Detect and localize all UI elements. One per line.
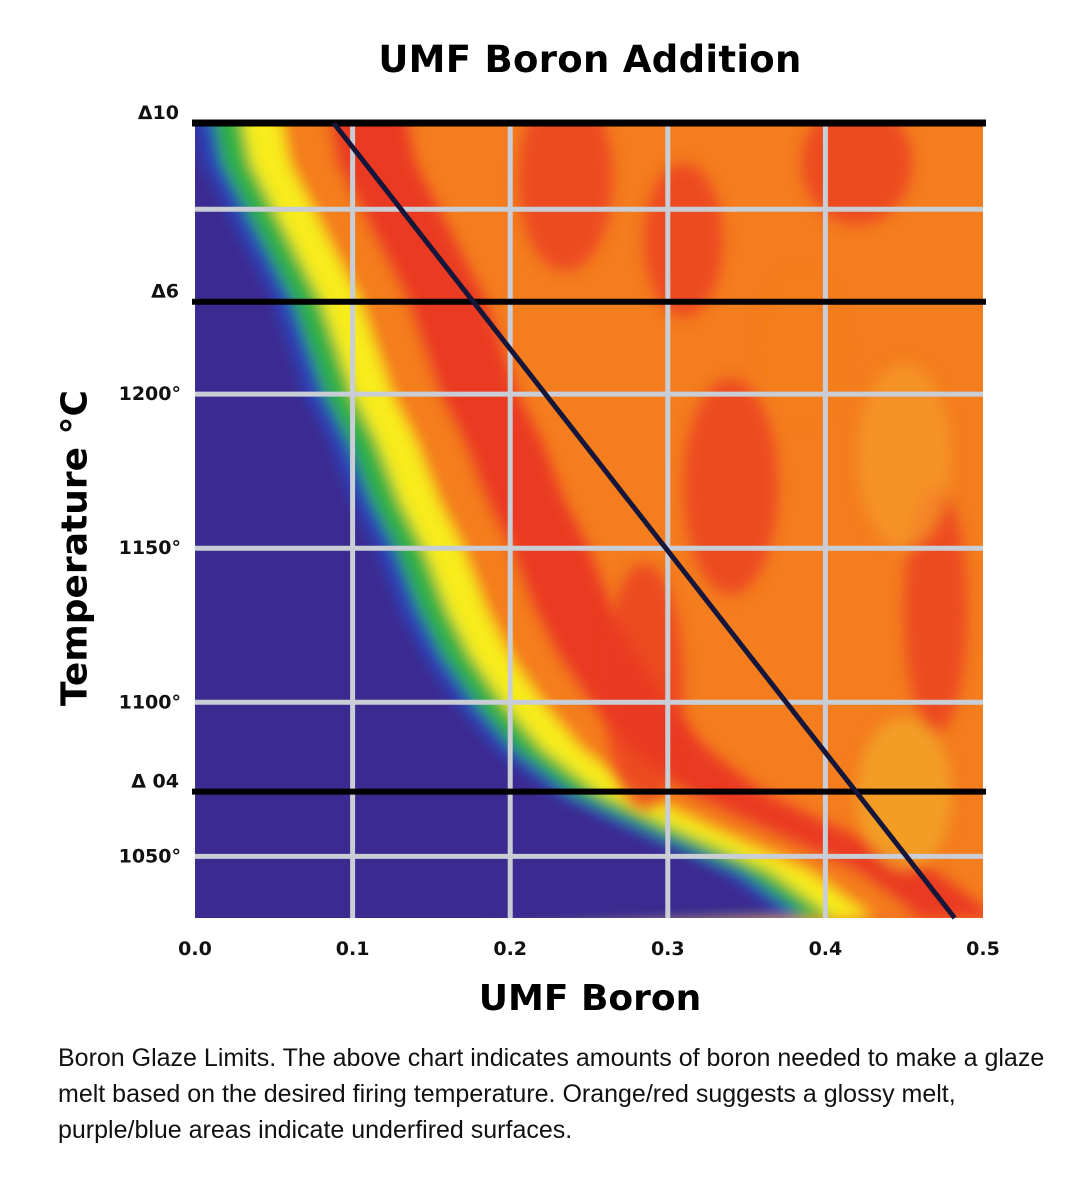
heat-spot [518, 123, 613, 271]
y-tick-label: 1100° [119, 691, 181, 713]
y-axis-ticks: 1050° 1100° 1150° 1200° [119, 383, 181, 867]
x-tick-label: 0.2 [493, 938, 527, 960]
x-axis-ticks: 0.0 0.1 0.2 0.3 0.4 0.5 [178, 938, 1000, 960]
heat-spot [801, 123, 913, 225]
cone-label: Δ10 [138, 102, 179, 124]
x-tick-label: 0.4 [809, 938, 843, 960]
figure-caption: Boron Glaze Limits. The above chart indi… [58, 1044, 1045, 1144]
x-tick-label: 0.1 [336, 938, 370, 960]
y-tick-label: 1150° [119, 537, 181, 559]
limit-line [331, 121, 957, 920]
y-tick-label: 1200° [119, 383, 181, 405]
heatmap-area [195, 123, 983, 918]
cone-label: Δ 04 [131, 771, 179, 793]
y-axis-label: Temperature °C [54, 390, 96, 706]
heat-spot [604, 563, 684, 811]
boron-limit-line [331, 121, 957, 920]
x-tick-label: 0.0 [178, 938, 212, 960]
underfired-band [195, 123, 786, 918]
chart-title: UMF Boron Addition [378, 38, 802, 81]
heatmap-hotspots [518, 123, 968, 872]
y-tick-label: 1050° [119, 845, 181, 867]
x-axis-label: UMF Boron [478, 978, 702, 1019]
heat-spot [856, 363, 952, 549]
heat-spot [856, 717, 952, 872]
gridlines [195, 123, 983, 918]
x-tick-label: 0.3 [651, 938, 685, 960]
x-tick-label: 0.5 [966, 938, 1000, 960]
cone-label: Δ6 [151, 281, 179, 303]
heat-spot [762, 270, 842, 425]
heat-spot [644, 163, 723, 318]
heat-spot [683, 378, 779, 595]
